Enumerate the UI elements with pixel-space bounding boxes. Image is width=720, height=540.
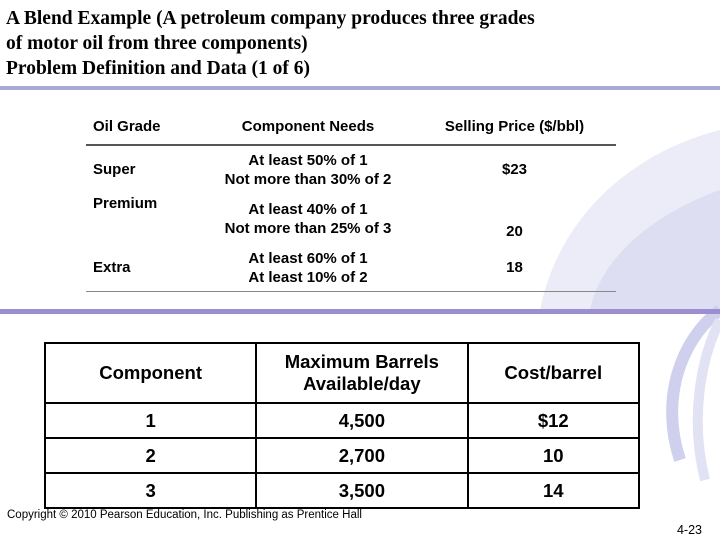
header-line: Component — [99, 362, 202, 383]
header-line: Available/day — [303, 373, 421, 394]
column-header-component-needs: Component Needs — [203, 109, 413, 146]
oil-grades-table: Oil Grade Component Needs Selling Price … — [86, 109, 616, 292]
cost-cell: $12 — [466, 402, 641, 439]
price-cell: $23 — [501, 161, 528, 178]
table-row: 2 2,700 10 — [43, 437, 641, 474]
component-cell: 1 — [43, 402, 258, 439]
column-header-oil-grade: Oil Grade — [86, 109, 203, 146]
need-line: At least 60% of 1 — [248, 249, 368, 267]
cost-cell: 14 — [466, 472, 641, 509]
copyright-notice: Copyright © 2010 Pearson Education, Inc.… — [7, 509, 362, 521]
need-line: Not more than 30% of 2 — [224, 170, 392, 188]
page-number: 4-23 — [676, 523, 702, 537]
needs-cell: At least 50% of 1 Not more than 30% of 2 — [203, 145, 413, 193]
title-line: Problem Definition and Data (1 of 6) — [6, 58, 311, 79]
title-line: of motor oil from three components) — [6, 33, 308, 54]
component-cell: 3 — [43, 472, 258, 509]
table-header-row: Component Maximum Barrels Available/day … — [43, 342, 641, 404]
title-line: A Blend Example (A petroleum company pro… — [6, 8, 535, 29]
column-header-cost-per-barrel: Cost/barrel — [466, 342, 641, 404]
max-barrels-cell: 4,500 — [255, 402, 469, 439]
max-barrels-cell: 2,700 — [255, 437, 469, 474]
price-cell: 18 — [413, 244, 616, 292]
table-row: Premium At least 40% of 1 Not more than … — [86, 193, 616, 244]
column-header-selling-price: Selling Price ($/bbl) — [413, 109, 616, 146]
cost-cell: 10 — [466, 437, 641, 474]
table-row: 3 3,500 14 — [43, 472, 641, 509]
column-header-max-barrels: Maximum Barrels Available/day — [255, 342, 469, 404]
needs-cell: At least 60% of 1 At least 10% of 2 — [203, 244, 413, 292]
table-row: Extra At least 60% of 1 At least 10% of … — [86, 244, 616, 292]
table-row: Super At least 50% of 1 Not more than 30… — [86, 145, 616, 193]
needs-cell: At least 40% of 1 Not more than 25% of 3 — [203, 193, 413, 244]
column-header-component: Component — [43, 342, 258, 404]
title-divider — [0, 86, 720, 90]
header-line: Maximum Barrels — [284, 351, 439, 372]
components-table: Component Maximum Barrels Available/day … — [43, 342, 641, 509]
price-cell: 20 — [506, 223, 523, 240]
header-line: Cost/barrel — [504, 362, 603, 383]
need-line: At least 50% of 1 — [248, 151, 368, 169]
component-cell: 2 — [43, 437, 258, 474]
section-divider — [0, 309, 720, 314]
max-barrels-cell: 3,500 — [255, 472, 469, 509]
need-line: Not more than 25% of 3 — [224, 219, 392, 237]
grade-cell: Super — [93, 161, 136, 178]
need-line: At least 40% of 1 — [248, 200, 368, 218]
grade-cell: Extra — [86, 244, 203, 292]
need-line: At least 10% of 2 — [248, 268, 368, 286]
grade-cell: Premium — [93, 195, 158, 212]
table-header-row: Oil Grade Component Needs Selling Price … — [86, 109, 616, 146]
slide-title: A Blend Example (A petroleum company pro… — [6, 6, 706, 86]
table-row: 1 4,500 $12 — [43, 402, 641, 439]
